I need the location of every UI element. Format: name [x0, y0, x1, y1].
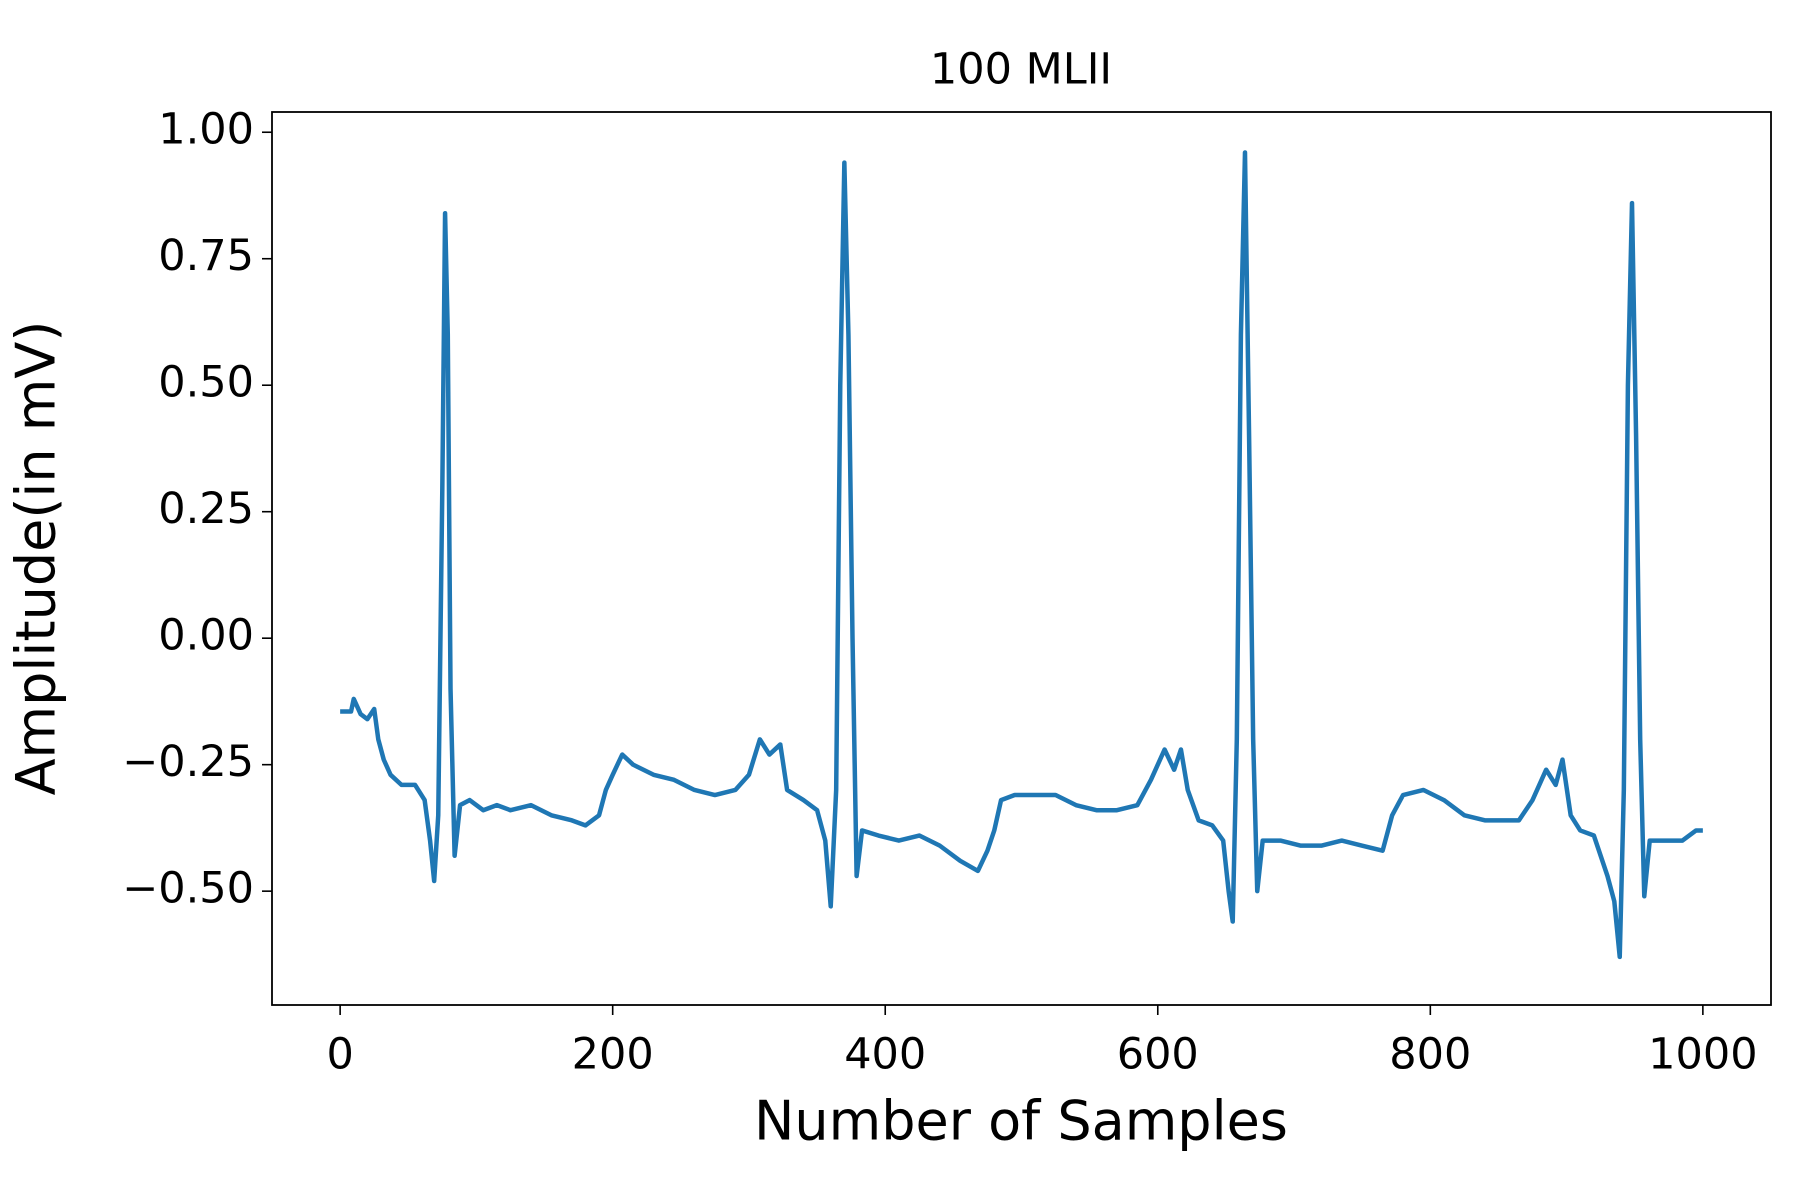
y-tick-label: 0.75 — [158, 231, 254, 281]
x-tick-label: 400 — [844, 1030, 926, 1080]
x-tick-label: 800 — [1389, 1030, 1471, 1080]
y-tick-label: 0.25 — [158, 484, 254, 534]
y-tick-label: 0.50 — [158, 358, 254, 408]
x-tick-label: 1000 — [1648, 1030, 1757, 1080]
y-tick-label: 1.00 — [158, 105, 254, 155]
x-tick-label: 600 — [1117, 1030, 1199, 1080]
y-axis-label: Amplitude(in mV) — [5, 321, 68, 796]
y-tick-label: −0.25 — [122, 737, 254, 787]
y-tick-label: 0.00 — [158, 611, 254, 661]
data-line — [340, 150, 1703, 960]
chart-title: 100 MLII — [930, 45, 1112, 95]
x-axis-label: Number of Samples — [754, 1090, 1288, 1153]
y-tick-label: −0.50 — [122, 864, 254, 914]
x-tick-label: 0 — [326, 1030, 353, 1080]
x-tick-label: 200 — [572, 1030, 654, 1080]
plot-frame — [271, 111, 1772, 1006]
